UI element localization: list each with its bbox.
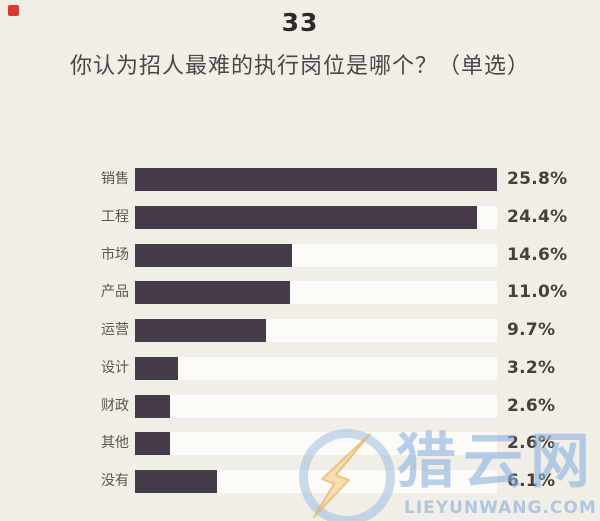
value-label: 11.0% [507,282,568,302]
bar-track [135,395,497,418]
category-label: 销售 [101,171,129,187]
chart-row: 没有 6.1% [0,470,600,493]
value-label: 3.2% [507,358,556,378]
category-label: 设计 [101,360,129,376]
bar [135,432,170,455]
bar [135,168,497,191]
chart-row: 财政 2.6% [0,395,600,418]
chart-row: 运营 9.7% [0,319,600,342]
bar [135,206,477,229]
category-label: 运营 [101,322,129,338]
category-label: 工程 [101,209,129,225]
value-label: 14.6% [507,245,568,265]
bar-track [135,432,497,455]
value-label: 2.6% [507,396,556,416]
question-title: 你认为招人最难的执行岗位是哪个？（单选） [69,54,530,79]
value-label: 9.7% [507,320,556,340]
watermark-site-url: LIEYUNWANG.COM [404,498,597,518]
value-label: 2.6% [507,433,556,453]
category-label: 市场 [101,247,129,263]
chart-row: 销售 25.8% [0,168,600,191]
category-label: 产品 [101,284,129,300]
bar [135,281,290,304]
question-number: 33 [281,8,319,37]
category-label: 财政 [101,398,129,414]
bar-track [135,357,497,380]
value-label: 24.4% [507,207,568,227]
category-label: 其他 [101,435,129,451]
bar [135,244,292,267]
bar [135,319,266,342]
chart-row: 其他 2.6% [0,432,600,455]
chart-row: 工程 24.4% [0,206,600,229]
value-label: 25.8% [507,169,568,189]
chart-row: 设计 3.2% [0,357,600,380]
corner-accent-mark [8,5,19,16]
category-label: 没有 [101,473,129,489]
bar-chart: 销售 25.8% 工程 24.4% 市场 14.6% 产品 11.0% 运营 9.7% 设计 3.2%… [0,168,600,498]
chart-row: 市场 14.6% [0,244,600,267]
bar [135,357,178,380]
value-label: 6.1% [507,471,556,491]
bar [135,395,170,418]
bar [135,470,217,493]
chart-row: 产品 11.0% [0,281,600,304]
